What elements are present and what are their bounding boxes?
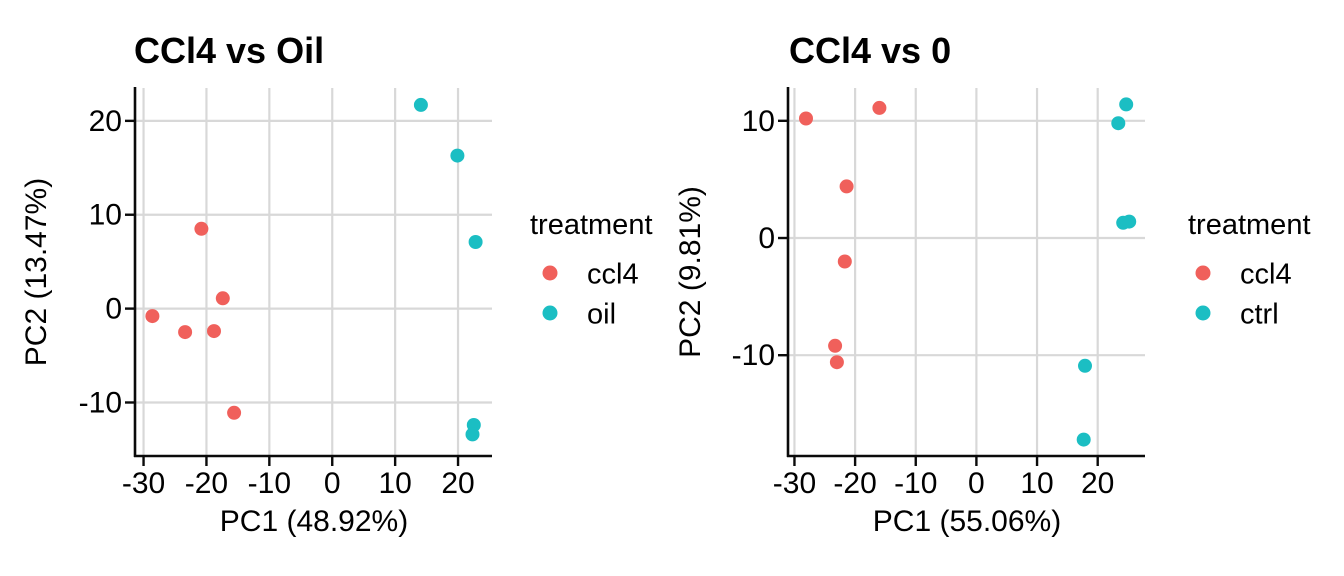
- data-point-ctrl: [1122, 214, 1137, 229]
- plot-title: CCl4 vs Oil: [134, 30, 324, 71]
- x-tick-label: 20: [1081, 467, 1114, 500]
- data-point-ccl4: [872, 100, 887, 115]
- legend-label-ccl4: ccl4: [1240, 259, 1292, 291]
- x-axis-title: PC1 (55.06%): [873, 505, 1061, 538]
- x-axis-title: PC1 (48.92%): [220, 505, 408, 538]
- data-point-ctrl: [1076, 432, 1091, 447]
- y-tick-label: 0: [758, 222, 775, 255]
- y-tick-label: 10: [742, 105, 775, 138]
- x-tick-label: -10: [894, 467, 937, 500]
- data-point-oil: [465, 427, 480, 442]
- data-point-ctrl: [1078, 358, 1092, 373]
- data-point-ccl4: [227, 405, 242, 420]
- pca-plot-ccl4-vs-oil: -30 -20 -10 0 10 20 -10 0 10 20 CCl4 vs Oil PC1 (48…: [20, 30, 653, 538]
- legend-dot-ccl4: [1195, 265, 1211, 281]
- x-tick-label: -20: [185, 467, 228, 500]
- data-point-ccl4: [215, 291, 230, 306]
- x-tick-label: 10: [1020, 467, 1053, 500]
- legend-dot-oil: [542, 305, 558, 321]
- data-point-ctrl: [1111, 116, 1126, 131]
- x-tick-label: -20: [833, 467, 876, 500]
- legend-title: treatment: [1188, 209, 1311, 241]
- data-point-ccl4: [829, 355, 844, 370]
- y-axis-title: PC2 (9.81%): [674, 186, 707, 358]
- pca-plot-ccl4-vs-0: -30 -20 -10 0 10 20 -10 0 10 CCl4 vs 0 PC1 (55.06%…: [674, 30, 1311, 538]
- legend-label-ccl4: ccl4: [587, 259, 639, 291]
- data-point-oil: [450, 148, 465, 163]
- data-point-ccl4: [828, 338, 843, 353]
- legend-label-oil: oil: [587, 299, 616, 331]
- data-point-ccl4: [839, 179, 854, 194]
- data-point-ccl4: [194, 221, 209, 236]
- data-point-ccl4: [178, 325, 193, 340]
- y-tick-label: 0: [105, 293, 122, 326]
- y-axis-title: PC2 (13.47%): [20, 178, 53, 366]
- data-point-ccl4: [837, 254, 852, 269]
- data-point-ctrl: [1119, 97, 1134, 112]
- data-point-oil: [468, 235, 483, 249]
- y-tick-label: 10: [89, 199, 122, 232]
- x-tick-label: 10: [378, 467, 411, 500]
- data-point-ccl4: [799, 111, 813, 126]
- x-tick-label: -30: [122, 467, 165, 500]
- legend-title: treatment: [530, 209, 653, 241]
- data-point-ccl4: [145, 309, 160, 324]
- plot-title: CCl4 vs 0: [789, 30, 951, 71]
- x-tick-label: 0: [324, 467, 341, 500]
- data-point-ccl4: [207, 324, 221, 339]
- legend-dot-ccl4: [542, 265, 558, 281]
- y-tick-label: 20: [89, 105, 122, 138]
- x-tick-label: 20: [441, 467, 474, 500]
- data-point-oil: [413, 97, 428, 112]
- legend-dot-ctrl: [1195, 305, 1211, 321]
- x-tick-label: -30: [773, 467, 816, 500]
- x-tick-label: 0: [968, 467, 985, 500]
- y-tick-label: -10: [79, 386, 122, 419]
- x-tick-label: -10: [248, 467, 291, 500]
- legend-label-ctrl: ctrl: [1240, 299, 1279, 331]
- y-tick-label: -10: [732, 339, 775, 372]
